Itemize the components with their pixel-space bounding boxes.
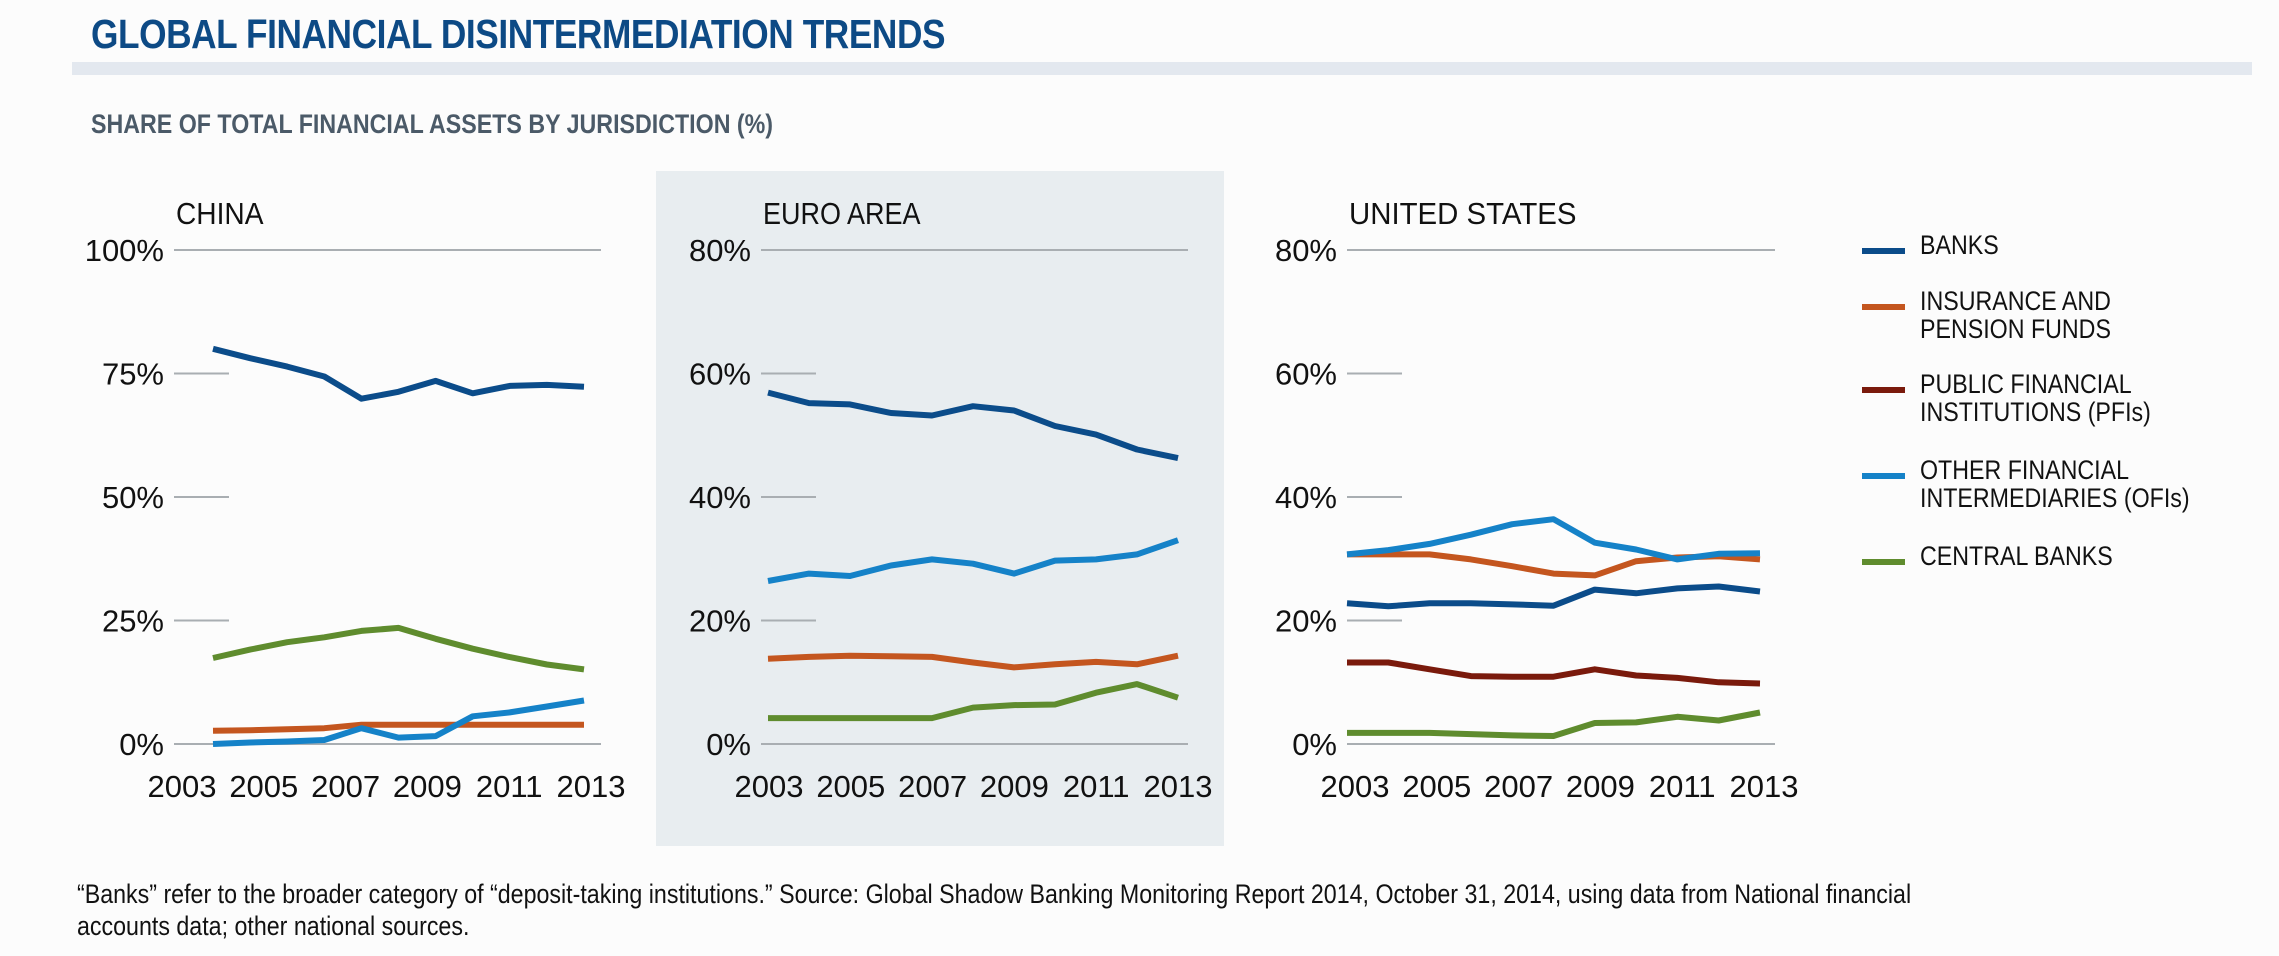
y-tick-label: 60% bbox=[1275, 357, 1337, 392]
x-tick-label: 2003 bbox=[1321, 769, 1390, 804]
x-tick-label: 2013 bbox=[557, 769, 626, 804]
chart-subtitle: SHARE OF TOTAL FINANCIAL ASSETS BY JURIS… bbox=[91, 109, 774, 139]
legend-label-central-banks: CENTRAL BANKS bbox=[1920, 541, 2113, 571]
y-tick-label: 0% bbox=[119, 727, 164, 762]
x-tick-label: 2011 bbox=[1649, 769, 1716, 804]
x-tick-label: 2011 bbox=[1063, 769, 1130, 804]
page-title: GLOBAL FINANCIAL DISINTERMEDIATION TREND… bbox=[91, 11, 946, 57]
x-tick-label: 2005 bbox=[1402, 769, 1471, 804]
panel-title: CHINA bbox=[176, 196, 264, 231]
y-tick-label: 40% bbox=[1275, 480, 1337, 515]
x-tick-label: 2009 bbox=[1566, 769, 1635, 804]
legend-swatch-insurance bbox=[1862, 304, 1905, 310]
y-tick-label: 20% bbox=[1275, 604, 1337, 639]
x-tick-label: 2009 bbox=[393, 769, 462, 804]
y-tick-label: 40% bbox=[689, 480, 751, 515]
y-tick-label: 100% bbox=[85, 233, 164, 268]
x-tick-label: 2005 bbox=[816, 769, 885, 804]
footnote-line-1: “Banks” refer to the broader category of… bbox=[77, 879, 1912, 909]
chart-united-states: UNITED STATES 0% 20% 40% 60% 80% 2003 2005 2007 2… bbox=[1275, 196, 1799, 804]
series-line-banks bbox=[767, 389, 1179, 462]
y-tick-label: 80% bbox=[1275, 233, 1337, 268]
footnote-line-2: accounts data; other national sources. bbox=[77, 911, 470, 941]
series-line-ofi bbox=[212, 697, 585, 747]
series-line-insurance bbox=[767, 652, 1179, 671]
y-tick-label: 80% bbox=[689, 233, 751, 268]
x-tick-label: 2005 bbox=[229, 769, 298, 804]
x-tick-label: 2007 bbox=[898, 769, 967, 804]
panel-title: EURO AREA bbox=[763, 196, 921, 231]
series-line-central bbox=[1347, 709, 1761, 739]
y-tick-label: 50% bbox=[102, 480, 164, 515]
x-tick-label: 2003 bbox=[148, 769, 217, 804]
legend-label-banks: BANKS bbox=[1920, 230, 1999, 260]
chart-china: CHINA 0% 25% 50% 75% 100% 2003 2005 2007 2009 2011… bbox=[85, 196, 626, 804]
legend-label-pfi: PUBLIC FINANCIAL INSTITUTIONS (PFIs) bbox=[1920, 369, 2151, 427]
legend-swatch-pfi bbox=[1862, 387, 1905, 393]
chart-euro-area: EURO AREA 0% 20% 40% 60% 80% 2003 2005 2007 2009 2… bbox=[689, 196, 1213, 804]
x-tick-label: 2003 bbox=[735, 769, 804, 804]
series-line-insurance bbox=[212, 721, 584, 734]
series-line-ofi bbox=[1346, 516, 1761, 563]
y-tick-label: 20% bbox=[689, 604, 751, 639]
legend-label-insurance: INSURANCE AND PENSION FUNDS bbox=[1920, 286, 2111, 344]
x-tick-label: 2011 bbox=[476, 769, 543, 804]
x-tick-label: 2007 bbox=[1484, 769, 1553, 804]
x-tick-label: 2013 bbox=[1730, 769, 1799, 804]
legend-swatch-ofi bbox=[1862, 473, 1905, 479]
x-tick-label: 2013 bbox=[1144, 769, 1213, 804]
panel-title: UNITED STATES bbox=[1349, 196, 1577, 231]
series-line-banks bbox=[1346, 583, 1761, 610]
series-line-ofi bbox=[767, 537, 1179, 584]
y-tick-label: 25% bbox=[102, 604, 164, 639]
y-tick-label: 60% bbox=[689, 357, 751, 392]
x-tick-label: 2007 bbox=[311, 769, 380, 804]
legend-swatch-banks bbox=[1862, 248, 1905, 254]
y-tick-label: 0% bbox=[706, 727, 751, 762]
series-line-pfi bbox=[1347, 659, 1761, 687]
legend-label-ofi: OTHER FINANCIAL INTERMEDIARIES (OFIs) bbox=[1920, 455, 2190, 513]
legend-swatch-central-banks bbox=[1862, 559, 1905, 565]
y-tick-label: 0% bbox=[1292, 727, 1337, 762]
series-line-central bbox=[768, 681, 1179, 722]
series-line-central bbox=[212, 624, 585, 673]
y-tick-label: 75% bbox=[102, 357, 164, 392]
footnote: “Banks” refer to the broader category of… bbox=[77, 878, 2141, 942]
euro-area-panel-background bbox=[656, 171, 1224, 846]
x-tick-label: 2009 bbox=[980, 769, 1049, 804]
series-line-banks bbox=[212, 345, 585, 402]
title-divider bbox=[72, 62, 2252, 75]
